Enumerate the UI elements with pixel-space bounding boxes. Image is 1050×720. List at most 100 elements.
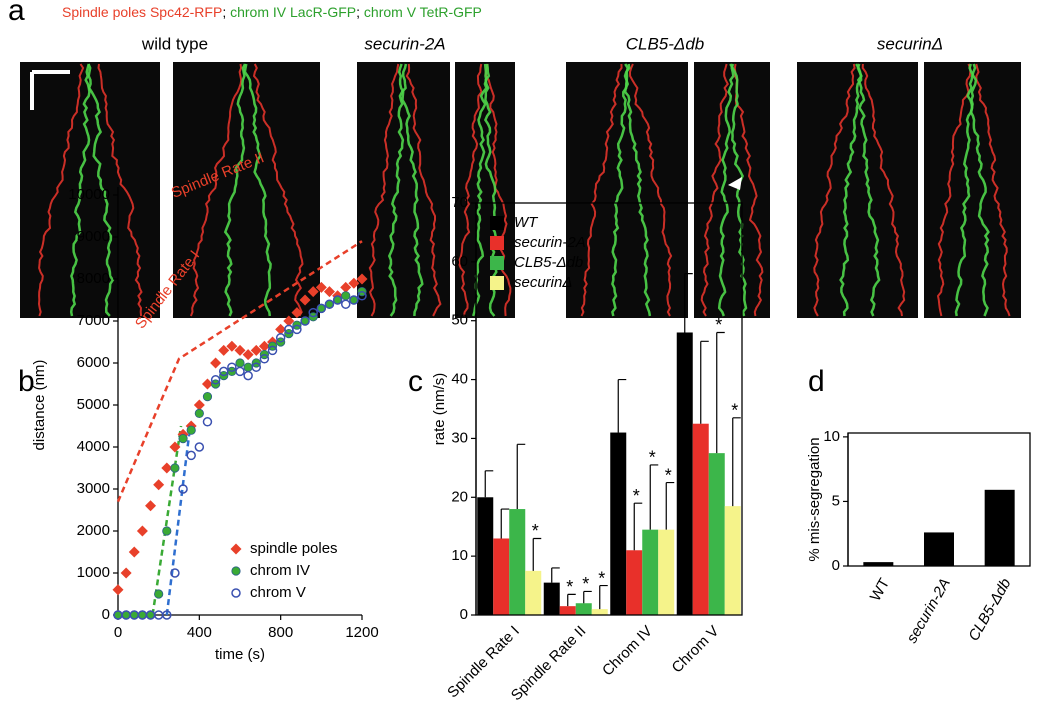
significance: * (598, 568, 605, 588)
kymograph-track (252, 63, 304, 317)
error-bar (484, 470, 494, 498)
legend-label: chrom IV (250, 562, 310, 579)
data-point (316, 303, 327, 314)
legend-swatch (490, 276, 504, 290)
data-point (324, 299, 335, 309)
legend-label: WT (514, 214, 539, 231)
data-point (218, 366, 229, 377)
y-tick-label: 30 (451, 429, 468, 446)
data-point (275, 333, 286, 343)
data-point (194, 408, 204, 418)
x-tick-label: 0 (114, 624, 122, 641)
legend-marker (230, 543, 242, 555)
data-point (153, 479, 165, 491)
y-tick-label: 0 (460, 606, 468, 623)
kymograph-track (472, 63, 488, 317)
bar (984, 489, 1015, 566)
error-bar (532, 537, 542, 571)
error-bar (500, 508, 510, 539)
legend-swatch (490, 216, 504, 230)
error-bar (649, 464, 659, 530)
x-tick-label: 400 (187, 624, 212, 641)
x-tick-label: 800 (268, 624, 293, 641)
kymograph-track (69, 63, 91, 317)
x-tick-label: securin-2A (903, 575, 954, 646)
x-tick-label: CLB5-Δdb (965, 575, 1014, 643)
data-point (283, 315, 295, 327)
y-tick-label: 0 (832, 557, 840, 574)
kymograph-track (813, 63, 856, 317)
data-point (267, 345, 278, 356)
bar (559, 606, 576, 615)
fit-line (151, 425, 183, 616)
error-bar (732, 417, 741, 507)
data-point (356, 273, 368, 285)
kymograph-track (223, 63, 247, 317)
data-point (178, 433, 188, 444)
error-bar (551, 567, 560, 583)
kymograph-track (458, 63, 483, 317)
plot-frame (475, 202, 743, 616)
data-point (194, 442, 205, 452)
error-bar (617, 378, 627, 433)
data-point (202, 417, 213, 427)
fit-line (165, 434, 191, 616)
data-point (348, 277, 360, 289)
data-point (275, 323, 287, 335)
significance: * (665, 465, 672, 485)
error-bar (684, 273, 693, 333)
significance: * (731, 401, 738, 421)
data-point (300, 316, 310, 326)
y-tick-label: 10 (451, 547, 468, 564)
data-point (145, 500, 157, 512)
significance: * (633, 486, 640, 506)
kymograph-track (405, 63, 442, 317)
data-point (169, 441, 181, 453)
bar (509, 509, 526, 615)
bar (658, 529, 675, 615)
data-point (162, 526, 172, 536)
y-axis-label: rate (nm/s) (431, 373, 448, 446)
y-tick-label: 8000 (77, 270, 110, 287)
legend-part: ; (356, 4, 364, 20)
data-point (120, 567, 132, 579)
kymograph-track (87, 63, 115, 317)
kymograph-track (839, 63, 863, 317)
data-point (128, 546, 140, 558)
data-point (243, 370, 253, 381)
x-axis-label: time (s) (215, 646, 265, 663)
data-point (315, 281, 327, 293)
data-point (170, 568, 180, 578)
data-point (234, 344, 246, 356)
significance: * (715, 315, 722, 335)
bar (626, 550, 643, 615)
y-tick-label: 6000 (77, 354, 110, 371)
data-point (291, 307, 303, 319)
bar (591, 609, 608, 615)
y-tick-label: 7000 (77, 312, 110, 329)
bar (543, 582, 560, 615)
data-point (250, 344, 262, 356)
data-point (201, 378, 213, 390)
data-point (136, 525, 148, 537)
significance: * (582, 574, 589, 594)
error-bar (583, 590, 592, 604)
panel-label: c (408, 365, 423, 398)
data-point (186, 450, 196, 461)
legend-part: Spindle poles Spc42-RFP (62, 4, 222, 20)
significance: * (532, 521, 539, 541)
bar (493, 538, 510, 615)
significance: * (566, 577, 573, 597)
data-point (243, 362, 253, 372)
data-point (258, 340, 270, 352)
legend-marker (231, 566, 241, 576)
error-bar (516, 443, 526, 510)
panel-label: b (18, 365, 35, 398)
data-point (161, 462, 173, 474)
legend-label: spindle poles (250, 540, 338, 557)
bar (477, 497, 494, 615)
x-tick-label: Chrom IV (599, 623, 656, 680)
data-point (202, 391, 213, 402)
data-point (210, 375, 221, 385)
strain-label: CLB5-Δdb (626, 34, 705, 53)
